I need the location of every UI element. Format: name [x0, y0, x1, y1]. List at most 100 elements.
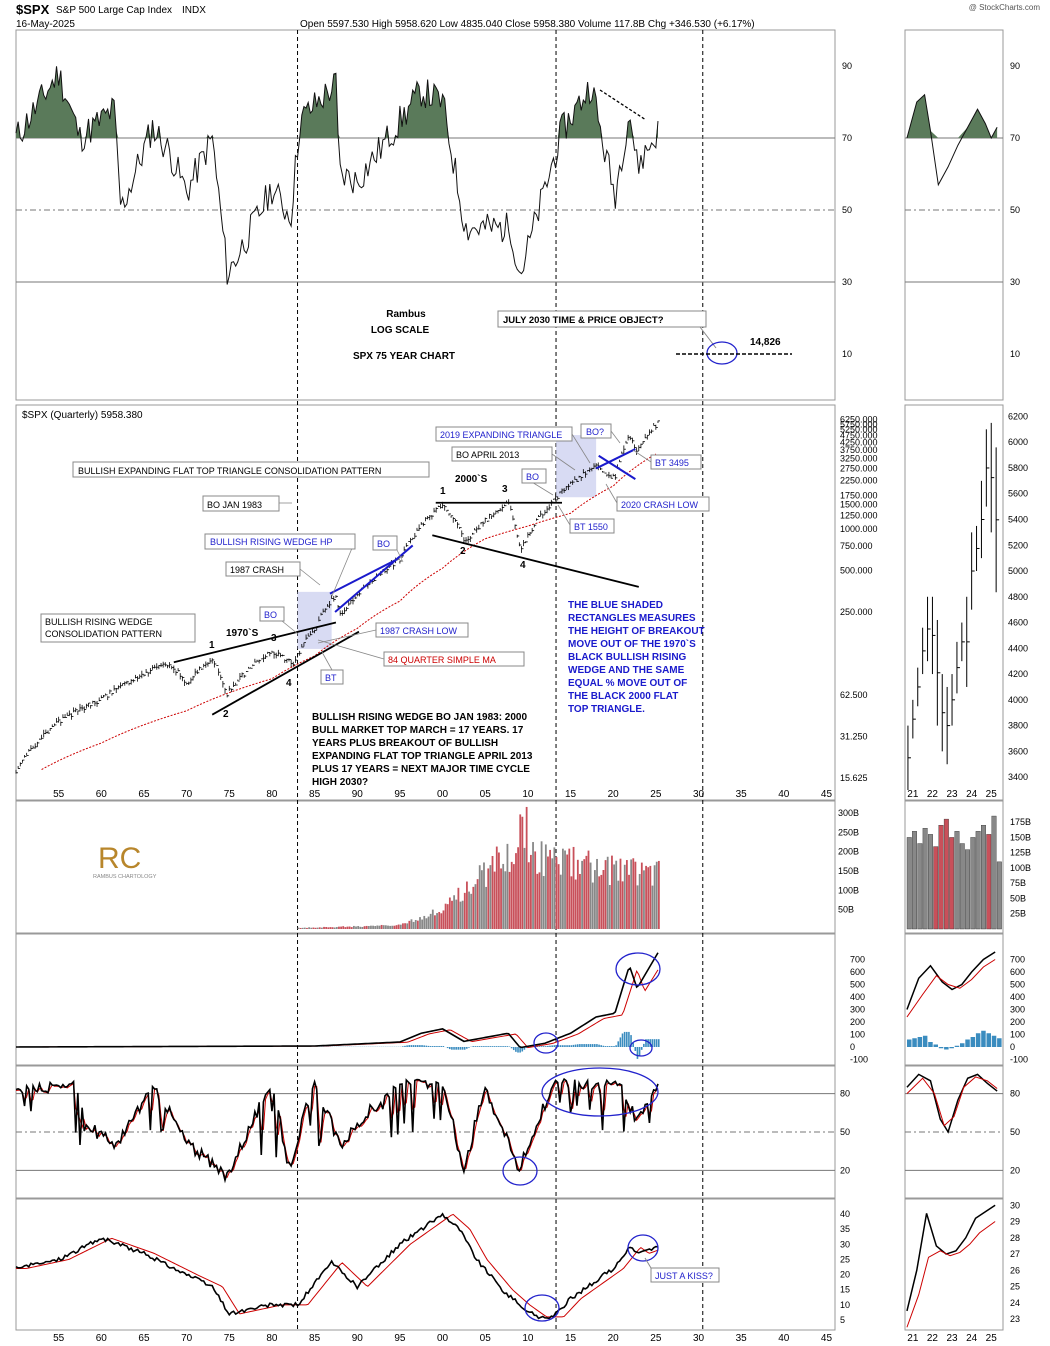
rsi-tick-label: 10 — [842, 349, 852, 359]
price-tick-label: 4250.000 — [840, 437, 878, 447]
label-wedge-consolidation-1: BULLISH RISING WEDGE — [45, 617, 153, 627]
right-volume-bar — [922, 828, 928, 930]
volume-tick-label: 150B — [838, 866, 859, 876]
x-axis-label: 40 — [778, 1333, 790, 1344]
macd-right-hist — [954, 1045, 960, 1047]
macd-right-signal — [906, 959, 996, 1018]
volume-bar — [521, 816, 524, 929]
volume-bar — [412, 921, 415, 929]
volume-bar — [374, 926, 377, 929]
macd-right-hist — [938, 1047, 944, 1049]
wave-2000-4: 4 — [520, 560, 526, 571]
wedge-hp-bottom — [334, 544, 414, 613]
volume-bar — [502, 863, 505, 929]
price-right-tick-label: 4600 — [1008, 618, 1028, 628]
adx-tick-label: 5 — [840, 1315, 845, 1325]
volume-bar — [389, 925, 392, 929]
volume-bar — [506, 843, 509, 929]
volume-bar — [585, 855, 588, 929]
wedge-hp-top — [329, 558, 397, 595]
macd-right-tick-label: 200 — [1010, 1017, 1025, 1027]
label-wedge-hp-text: BULLISH RISING WEDGE HP — [210, 537, 333, 547]
price-right-tick-label: 3400 — [1008, 772, 1028, 782]
volume-bar — [647, 867, 650, 929]
label-pointer — [551, 453, 576, 471]
volume-bar — [530, 854, 532, 929]
target-box — [497, 310, 707, 328]
macd-histogram-bar — [551, 1045, 553, 1047]
x-axis-right-label: 23 — [946, 789, 958, 800]
volume-bar — [352, 925, 355, 929]
macd-histogram-bar — [617, 1041, 620, 1047]
x-axis-right-label: 22 — [927, 1333, 939, 1344]
triangle-2019-top — [595, 448, 636, 470]
price-tick-label: 5750.000 — [840, 419, 878, 429]
macd-histogram-bar — [636, 1047, 639, 1059]
panel-macd-frame — [15, 933, 836, 1066]
volume-bar — [576, 859, 579, 929]
x-axis-label: 30 — [693, 789, 705, 800]
macd-histogram-bar — [600, 1045, 602, 1047]
target-box-text: JULY 2030 TIME & PRICE OBJECT? — [503, 315, 664, 326]
macd-right-hist — [917, 1037, 923, 1047]
macd-histogram-bar — [628, 1031, 630, 1047]
x-axis-label: 70 — [181, 789, 193, 800]
volume-bar — [359, 926, 362, 929]
x-axis-right-label: 23 — [946, 1333, 958, 1344]
volume-bar — [574, 879, 577, 929]
macd-histogram-bar — [510, 1047, 513, 1049]
macd-tick-label: 400 — [850, 992, 865, 1002]
rsi-line — [15, 66, 659, 285]
macd-histogram-bar — [564, 1045, 566, 1047]
volume-bar — [416, 920, 419, 929]
macd-histogram-bar — [434, 1046, 436, 1047]
x-axis-label: 05 — [480, 1333, 492, 1344]
rsi-right-tick-label: 50 — [1010, 205, 1020, 215]
x-axis-label: 30 — [693, 1333, 705, 1344]
adx-tick-label: 15 — [840, 1285, 850, 1295]
volume-bar — [395, 925, 398, 929]
volume-bar — [410, 919, 413, 929]
volume-bar — [583, 859, 586, 929]
volume-bar — [519, 814, 522, 929]
x-axis-label: 65 — [138, 789, 150, 800]
macd-histogram-bar — [574, 1044, 577, 1047]
volume-bar — [387, 925, 389, 929]
target-circle — [706, 341, 738, 365]
right-volume-bar — [949, 837, 955, 930]
volume-bar — [320, 927, 323, 929]
label-sma-84 — [383, 651, 525, 667]
price-tick-label: 62.500 — [840, 690, 868, 700]
volume-bar — [357, 926, 360, 929]
label-pointer — [299, 568, 321, 586]
volume-bar — [299, 927, 302, 929]
volume-tick-label: 250B — [838, 827, 859, 837]
macd-histogram-bar — [457, 1047, 460, 1050]
wave-1970-1: 1 — [209, 640, 215, 651]
black-note-line: HIGH 2030? — [312, 777, 368, 788]
label-wedge-hp — [204, 533, 356, 550]
volume-bar — [587, 850, 590, 929]
volume-bar — [638, 873, 641, 929]
macd-right-line — [906, 951, 996, 1010]
measure-box-2013 — [556, 435, 597, 498]
volume-bar — [621, 881, 624, 929]
volume-bar — [551, 858, 554, 929]
volume-bar — [346, 926, 349, 929]
right-volume-bar — [959, 843, 965, 930]
adx-right-line — [906, 1204, 996, 1312]
macd-histogram-bar — [579, 1044, 581, 1047]
price-tick-label: 500.000 — [840, 566, 873, 576]
macd-histogram-bar — [436, 1046, 438, 1047]
macd-histogram-bar — [455, 1047, 457, 1050]
macd-histogram-bar — [442, 1046, 445, 1047]
rsi-right-tick-label: 10 — [1010, 349, 1020, 359]
macd-right-tick-label: 600 — [1010, 967, 1025, 977]
volume-bar — [653, 865, 656, 929]
x-axis-label: 95 — [394, 789, 406, 800]
volume-tick-label: 300B — [838, 808, 859, 818]
adx-line — [15, 1212, 659, 1320]
volume-tick-label: 50B — [838, 905, 854, 915]
volume-bar — [344, 927, 347, 929]
